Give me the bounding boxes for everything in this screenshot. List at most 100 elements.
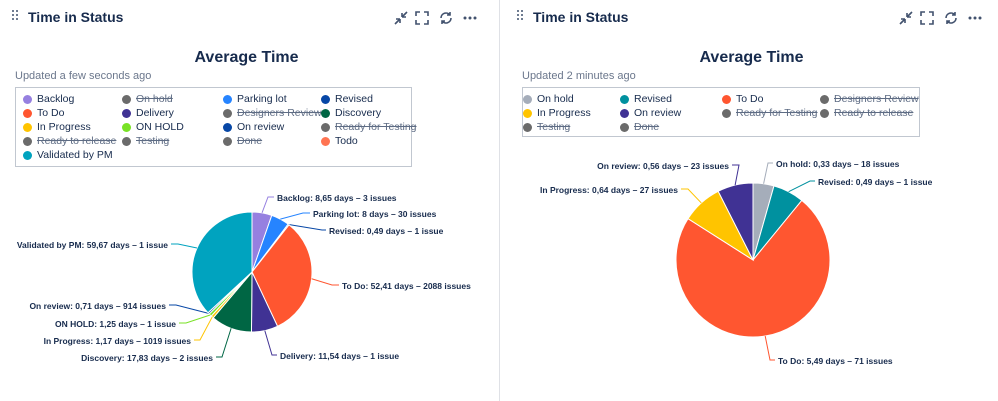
gadget-left: Time in Status Average Time Updated a few …: [0, 0, 493, 401]
slice-label: Revised: 0,49 days – 1 issue: [818, 177, 933, 187]
legend-swatch: [223, 95, 232, 104]
legend-label: Ready for Testing: [335, 121, 417, 133]
pie-slice[interactable]: [717, 182, 754, 261]
legend-swatch: [122, 137, 131, 146]
refresh-button[interactable]: [437, 9, 455, 27]
slice-label: Revised: 0,49 days – 1 issue: [329, 226, 444, 236]
legend-label: Revised: [335, 93, 373, 105]
label-leader-line: [764, 335, 775, 361]
legend-label: Parking lot: [237, 93, 287, 105]
legend-swatch: [321, 137, 330, 146]
legend-label: Ready for Testing: [736, 107, 818, 119]
pie-slice[interactable]: [675, 199, 831, 338]
legend-swatch: [321, 123, 330, 132]
legend-label: Done: [634, 121, 660, 133]
legend-label: Testing: [136, 135, 170, 147]
legend-swatch: [122, 95, 131, 104]
legend-label: Ready to release: [834, 107, 914, 119]
legend-swatch: [722, 109, 731, 118]
legend-label: Designers Review: [834, 93, 919, 105]
legend-swatch: [620, 123, 629, 132]
legend-label: Backlog: [37, 93, 75, 105]
legend-swatch: [820, 95, 829, 104]
legend-swatch: [321, 95, 330, 104]
drag-handle-icon[interactable]: [517, 10, 525, 24]
drag-handle-icon[interactable]: [12, 10, 20, 24]
updated-timestamp: Updated 2 minutes ago: [522, 70, 636, 82]
gadget-right: Time in Status Average Time Updated 2 minu…: [505, 0, 998, 401]
legend-swatch: [523, 95, 532, 104]
slice-label: Validated by PM: 59,67 days – 1 issue: [17, 240, 168, 250]
legend-label: Discovery: [335, 107, 382, 119]
label-leader-line: [763, 162, 773, 184]
legend-label: Done: [237, 135, 263, 147]
gadget-header: Time in Status: [505, 8, 998, 30]
label-leader-line: [732, 164, 740, 186]
legend-label: Validated by PM: [37, 149, 113, 161]
fullscreen-icon: [415, 11, 429, 25]
slice-label: To Do: 5,49 days – 71 issues: [778, 356, 893, 366]
legend-swatch: [820, 109, 829, 118]
label-leader-line: [788, 180, 815, 193]
gadget-title: Time in Status: [28, 9, 124, 25]
fullscreen-button[interactable]: [918, 9, 936, 27]
legend-label: Delivery: [136, 107, 174, 119]
gadget-title: Time in Status: [533, 9, 629, 25]
legend-swatch: [122, 109, 131, 118]
label-leader-line: [261, 196, 274, 214]
label-leader-line: [179, 314, 211, 324]
legend-label: To Do: [37, 107, 65, 119]
more-button[interactable]: [461, 9, 479, 27]
legend-label: In Progress: [37, 121, 91, 133]
label-leader-line: [216, 328, 232, 358]
slice-label: Discovery: 17,83 days – 2 issues: [81, 353, 213, 363]
legend-label: Testing: [537, 121, 571, 133]
fullscreen-button[interactable]: [413, 9, 431, 27]
legend-label: In Progress: [537, 107, 591, 119]
legend-swatch: [223, 109, 232, 118]
slice-label: In Progress: 0,64 days – 27 issues: [540, 185, 678, 195]
legend-swatch: [23, 123, 32, 132]
label-leader-line: [169, 304, 209, 314]
legend-swatch: [722, 95, 731, 104]
legend-label: On review: [237, 121, 285, 133]
slice-label: On review: 0,56 days – 23 issues: [597, 161, 729, 171]
chart-legend: Backlog On hold Parking lot Revised To Do Del…: [15, 87, 417, 167]
legend-label: On review: [634, 107, 682, 119]
pie-chart: On hold: 0,33 days – 18 issues Revised: 0…: [540, 159, 933, 366]
legend-label: ON HOLD: [136, 121, 184, 133]
refresh-button[interactable]: [942, 9, 960, 27]
legend-swatch: [321, 109, 330, 118]
legend-swatch: [620, 95, 629, 104]
label-leader-line: [681, 188, 702, 204]
legend-swatch: [620, 109, 629, 118]
legend-label: On hold: [136, 93, 173, 105]
gadget-divider: [499, 0, 500, 401]
legend-swatch: [23, 137, 32, 146]
slice-label: Delivery: 11,54 days – 1 issue: [280, 351, 399, 361]
minimize-button[interactable]: [392, 9, 410, 27]
slice-label: Parking lot: 8 days – 30 issues: [313, 209, 437, 219]
legend-swatch: [523, 109, 532, 118]
chart-title: Average Time: [194, 49, 299, 66]
more-icon: [968, 16, 982, 20]
slice-label: On review: 0,71 days – 914 issues: [29, 301, 166, 311]
gadget-header: Time in Status: [0, 8, 493, 30]
legend-swatch: [223, 137, 232, 146]
refresh-icon: [945, 12, 957, 24]
legend-label: Todo: [335, 135, 358, 147]
refresh-icon: [440, 12, 452, 24]
pie-slice[interactable]: [251, 224, 313, 327]
minimize-button[interactable]: [897, 9, 915, 27]
more-icon: [463, 16, 477, 20]
label-leader-line: [171, 243, 198, 249]
label-leader-line: [280, 212, 310, 220]
minimize-icon: [394, 11, 408, 25]
slice-label: In Progress: 1,17 days – 1019 issues: [44, 336, 192, 346]
legend-label: On hold: [537, 93, 574, 105]
more-button[interactable]: [966, 9, 984, 27]
legend-label: To Do: [736, 93, 764, 105]
slice-label: ON HOLD: 1,25 days – 1 issue: [55, 319, 176, 329]
legend-swatch: [122, 123, 131, 132]
label-leader-line: [288, 223, 326, 231]
